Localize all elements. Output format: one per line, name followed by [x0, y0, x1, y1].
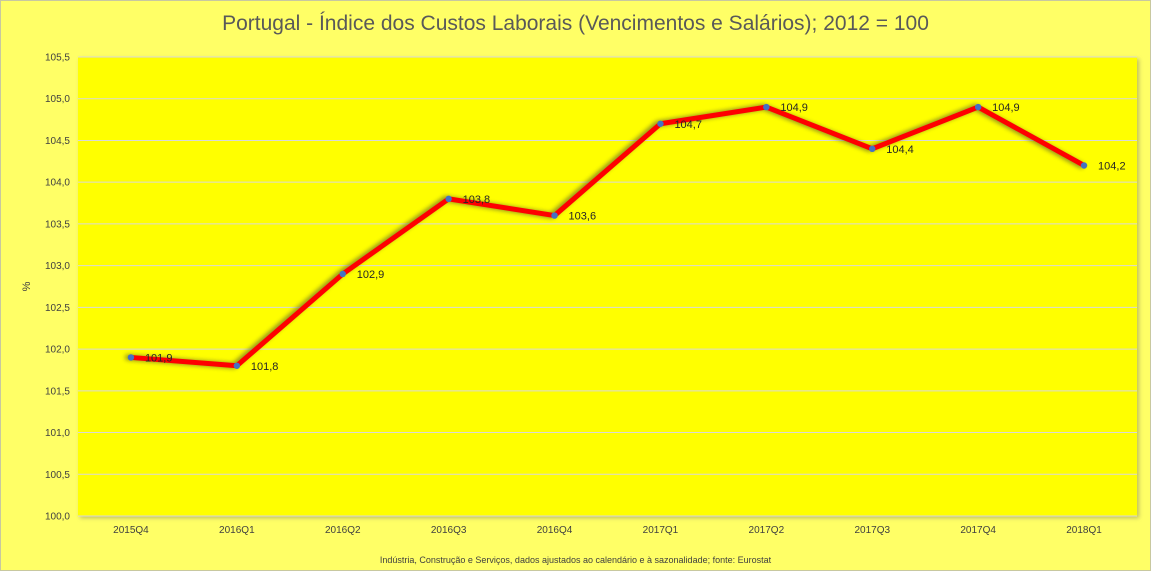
- x-tick-label: 2016Q4: [537, 525, 573, 536]
- data-point: [1080, 162, 1088, 169]
- x-tick-label: 2016Q1: [219, 525, 255, 536]
- data-point: [233, 362, 241, 369]
- data-point: [974, 103, 982, 111]
- data-label: 104,2: [1098, 160, 1126, 172]
- data-point: [551, 212, 558, 219]
- x-tick-label: 2017Q2: [749, 525, 785, 536]
- y-tick-label: 104,5: [45, 136, 70, 147]
- x-tick-label: 2015Q4: [113, 525, 149, 536]
- data-label: 104,9: [992, 102, 1020, 114]
- chart-footnote: Indústria, Construção e Serviços, dados …: [379, 555, 772, 565]
- x-tick-label: 2017Q4: [960, 525, 996, 536]
- x-tick-label: 2017Q3: [854, 525, 890, 536]
- y-tick-label: 105,5: [45, 53, 70, 64]
- data-label: 104,4: [886, 144, 914, 156]
- data-label: 102,9: [357, 269, 385, 281]
- x-tick-label: 2018Q1: [1066, 525, 1102, 536]
- data-label: 103,8: [463, 194, 491, 206]
- y-axis-label: %: [21, 281, 33, 291]
- y-tick-label: 100,5: [45, 470, 70, 481]
- data-point: [657, 120, 664, 127]
- data-point: [445, 195, 452, 203]
- y-tick-label: 100,0: [45, 512, 70, 523]
- series-line: [128, 104, 1087, 369]
- data-label: 101,9: [145, 352, 173, 364]
- x-tick-label: 2017Q1: [643, 525, 679, 536]
- data-point: [127, 354, 135, 361]
- y-tick-label: 102,5: [45, 303, 70, 314]
- y-tick-label: 104,0: [45, 178, 70, 189]
- data-point: [763, 103, 770, 111]
- data-label: 104,9: [780, 102, 808, 114]
- plot-area: [78, 57, 1137, 516]
- y-tick-label: 105,0: [45, 94, 70, 105]
- x-tick-label: 2016Q3: [431, 525, 467, 536]
- x-tick-label: 2016Q2: [325, 525, 361, 536]
- data-label: 103,6: [569, 211, 597, 223]
- data-point: [339, 270, 346, 278]
- y-tick-label: 101,0: [45, 428, 70, 439]
- data-point: [869, 145, 876, 152]
- y-tick-label: 101,5: [45, 386, 70, 397]
- data-label: 104,7: [674, 119, 702, 131]
- y-tick-label: 103,5: [45, 219, 70, 230]
- y-tick-label: 103,0: [45, 261, 70, 272]
- data-label: 101,8: [251, 361, 279, 373]
- y-tick-label: 102,0: [45, 345, 70, 356]
- chart-title: Portugal - Índice dos Custos Laborais (V…: [222, 12, 929, 35]
